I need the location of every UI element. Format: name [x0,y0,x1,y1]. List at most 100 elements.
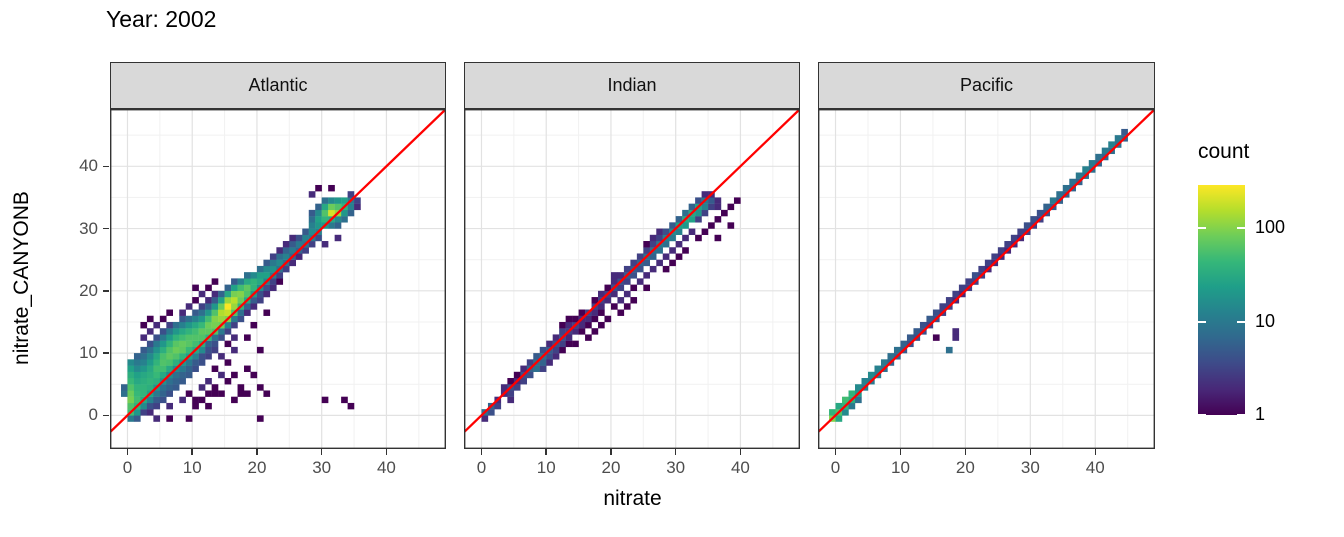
count-bin [121,384,128,391]
count-bin [205,378,212,385]
count-bin [166,378,173,385]
count-bin [513,384,521,391]
count-bin [1056,191,1063,198]
legend-tick-label: 10 [1255,310,1276,331]
count-bin [205,321,212,329]
panel-border [110,109,446,449]
facet-strip-pacific: Pacific [818,62,1155,109]
count-bin [198,384,206,391]
count-bin [289,241,297,248]
count-bin [153,415,161,422]
count-bin [835,402,843,410]
count-bin [1043,203,1051,211]
x-axis-atlantic: 0 10 20 30 40 [110,449,446,493]
count-bin [224,284,232,292]
count-bin [978,265,986,273]
count-bin [604,297,612,304]
count-bin [952,290,960,298]
count-bin [205,353,212,360]
count-bin [121,390,128,397]
x-tick-label: 30 [1020,458,1040,477]
count-bin [140,384,148,391]
count-bin [874,365,882,372]
count-bin [153,371,161,379]
count-bin [140,353,148,360]
count-bin [276,272,284,279]
count-bin [282,241,290,248]
count-bin [669,234,676,242]
count-bin [172,384,180,391]
legend-tick-dash [1237,320,1245,323]
count-bin [224,303,232,310]
count-bin [192,365,199,372]
count-bin [546,353,553,360]
count-bin [893,346,901,354]
x-tick-mark [191,449,193,455]
count-bin [315,203,322,211]
count-bin [198,290,206,298]
count-bin [669,247,676,254]
count-bin [231,371,238,379]
count-bin [244,303,251,310]
count-bin [166,346,173,354]
facet-strip-label: Atlantic [248,75,308,95]
count-bin [153,359,161,366]
count-bin [192,359,199,366]
count-bin [179,371,186,379]
count-bin [211,384,219,391]
count-bin [159,396,167,404]
count-bin [250,278,258,285]
count-bin [354,197,361,204]
count-bin [507,378,515,385]
count-bin [127,415,135,422]
x-tick-label: 20 [247,458,267,477]
count-bin [133,353,141,360]
count-bin [205,340,212,348]
count-bin [315,216,322,223]
count-bin [1004,241,1012,248]
count-bin [231,334,238,341]
count-bin [507,390,515,397]
count-bin [146,365,154,372]
count-bin [231,278,238,285]
count-bin [127,371,135,379]
facet-strip-label: Pacific [959,75,1013,95]
count-bin [276,253,284,260]
count-bin [269,284,277,292]
count-bin [159,371,167,379]
count-bin [218,315,225,323]
count-bin [146,359,154,366]
count-bin [848,402,856,410]
count-bin [572,340,579,348]
count-bin [708,197,715,204]
y-tick-label: 10 [79,343,98,363]
count-bin [244,278,251,285]
count-bin [591,315,599,323]
count-bin [179,365,186,372]
count-bin [140,371,148,379]
x-tick-mark [610,449,612,455]
count-bin [295,253,303,260]
x-tick-mark [674,449,677,455]
count-bin [172,359,180,366]
count-bin [842,396,849,404]
count-bin [146,371,154,379]
count-bin [244,334,251,341]
count-bin [211,340,219,348]
count-bin [192,340,199,348]
count-bin [565,340,573,348]
count-bin [231,290,238,298]
count-bin [166,384,173,391]
count-bin [623,303,631,310]
count-bin [166,328,173,335]
count-bin [1030,216,1038,223]
count-bin [224,321,232,329]
count-bin [185,346,193,354]
legend-tick-label: 100 [1255,217,1286,238]
count-bin [133,390,141,397]
count-bin [192,402,199,410]
count-bin [714,203,722,211]
count-bin [939,303,947,310]
x-tick-mark [1094,449,1096,455]
count-bin [211,309,219,316]
